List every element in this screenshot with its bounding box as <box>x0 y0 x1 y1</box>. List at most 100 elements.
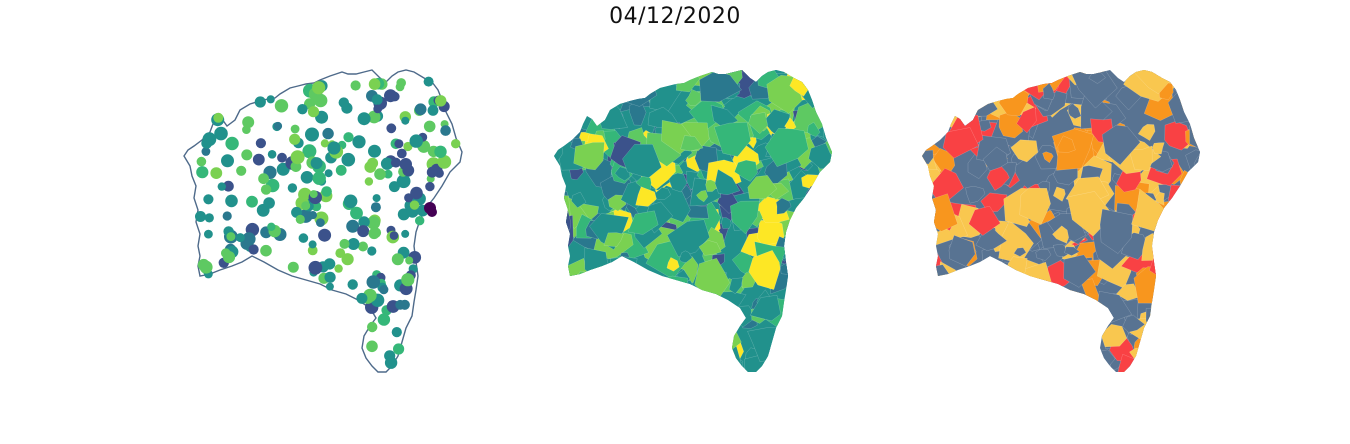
municipality-point <box>347 279 358 290</box>
municipality-point <box>374 168 386 180</box>
region <box>579 131 591 142</box>
municipality-point <box>368 78 381 90</box>
region <box>1030 348 1055 370</box>
municipality-point <box>214 126 228 141</box>
region <box>667 70 683 76</box>
region <box>946 307 972 335</box>
region <box>823 363 832 372</box>
region <box>1019 322 1052 349</box>
region <box>922 341 935 360</box>
region <box>1180 268 1200 295</box>
municipality-point <box>312 171 326 185</box>
region <box>978 295 1014 326</box>
region <box>734 159 758 182</box>
region <box>784 317 797 329</box>
region <box>554 353 564 370</box>
municipality-point <box>222 251 236 264</box>
points-map <box>183 69 463 373</box>
region <box>627 342 664 372</box>
region <box>675 310 696 331</box>
municipality-point <box>368 144 381 158</box>
region <box>823 341 832 372</box>
region <box>583 275 610 300</box>
municipality-point <box>308 211 317 220</box>
municipality-points <box>195 76 461 369</box>
region <box>1007 70 1024 90</box>
municipality-point <box>372 194 381 203</box>
region <box>593 367 617 372</box>
region <box>785 302 825 349</box>
region <box>670 288 688 308</box>
municipality-point <box>391 253 404 266</box>
region <box>1174 256 1197 280</box>
region <box>584 247 609 279</box>
region <box>557 92 585 114</box>
region <box>1177 70 1200 91</box>
region <box>995 278 1035 310</box>
region <box>1154 230 1182 259</box>
region <box>1047 302 1084 346</box>
region <box>801 204 822 222</box>
region <box>1004 72 1019 90</box>
region <box>607 94 619 107</box>
municipality-point <box>386 123 397 134</box>
municipality-point <box>290 124 300 134</box>
municipality-point <box>320 139 329 148</box>
region <box>811 218 832 241</box>
region <box>607 291 620 305</box>
municipality-point <box>434 145 447 158</box>
region <box>922 244 933 260</box>
region <box>812 355 832 372</box>
region <box>707 330 724 347</box>
municipality-point <box>222 211 232 221</box>
municipality-point <box>437 155 452 169</box>
municipality-point <box>204 229 213 239</box>
municipality-point <box>347 238 360 250</box>
region <box>953 70 980 91</box>
municipality-point <box>401 273 415 287</box>
region <box>965 185 986 204</box>
region <box>958 316 973 332</box>
municipality-point <box>196 156 207 167</box>
municipality-point <box>426 166 438 178</box>
region <box>1115 283 1141 301</box>
municipality-point <box>202 132 217 147</box>
municipality-point <box>204 213 214 223</box>
municipality-point <box>310 157 323 170</box>
region <box>687 322 698 335</box>
region <box>573 141 605 171</box>
municipality-point <box>367 110 381 124</box>
region <box>554 302 571 327</box>
region <box>823 231 832 246</box>
region <box>1002 316 1033 350</box>
region <box>696 190 709 203</box>
region <box>1019 187 1051 225</box>
region <box>963 93 978 108</box>
region <box>666 219 710 258</box>
municipality-point <box>203 194 214 205</box>
region <box>641 76 656 91</box>
region <box>1044 357 1069 372</box>
municipality-point <box>346 219 360 233</box>
class-map-regions <box>922 70 1200 372</box>
region <box>554 180 564 192</box>
region <box>922 183 933 199</box>
region <box>749 294 781 322</box>
region <box>1166 70 1196 82</box>
region <box>713 121 751 157</box>
region <box>1191 202 1200 223</box>
region <box>659 341 679 360</box>
region <box>1101 124 1141 166</box>
region <box>960 290 994 327</box>
region <box>1044 310 1071 342</box>
municipality-point <box>402 164 415 177</box>
municipality-point <box>327 141 341 155</box>
region <box>996 281 1010 296</box>
municipality-point <box>370 227 382 238</box>
region <box>1003 333 1048 371</box>
region <box>1175 70 1200 85</box>
region <box>680 135 704 152</box>
region <box>990 324 1016 353</box>
region <box>1161 207 1187 235</box>
region <box>642 360 655 372</box>
